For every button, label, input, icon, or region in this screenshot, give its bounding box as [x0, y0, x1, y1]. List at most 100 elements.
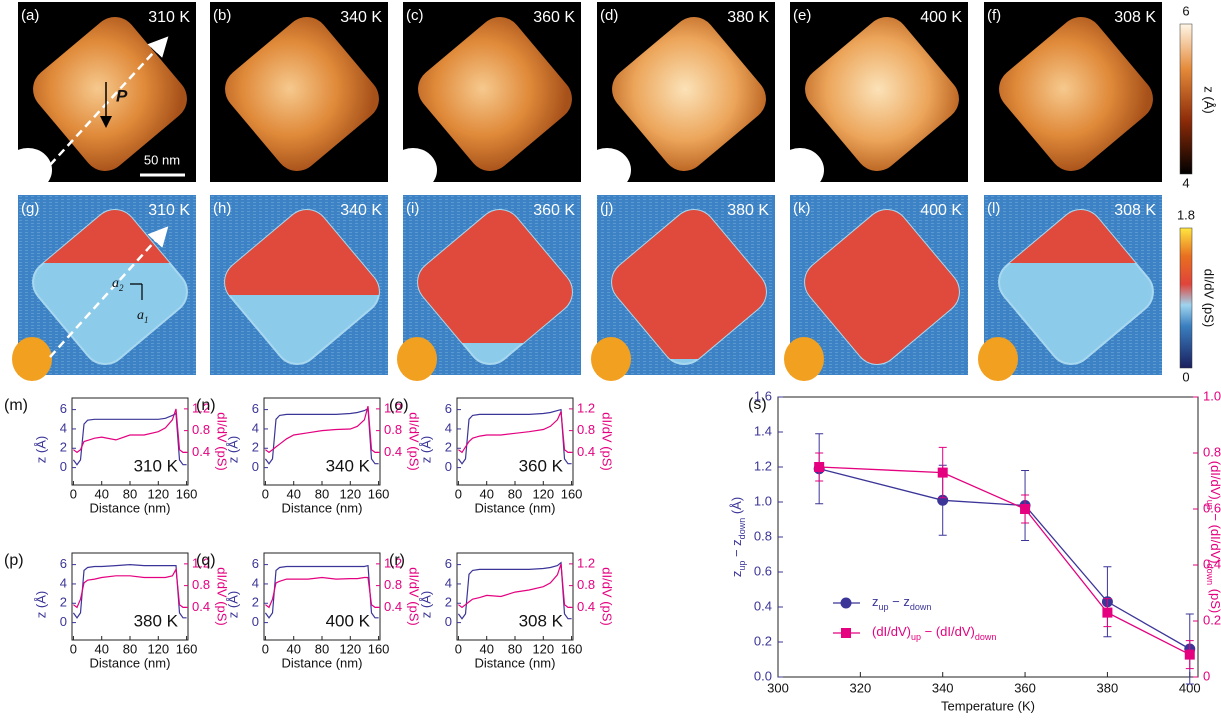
temperature-label: 308 K: [1114, 202, 1156, 219]
x-tick-label: 0: [70, 641, 77, 656]
x-tick-label: 40: [479, 641, 493, 656]
profile-chart: 0 40 80 120 160 0 2 4 6 0.4 0.8 1.2 Distance (nm) z (…: [4, 552, 230, 670]
x-tick-label: 80: [315, 641, 329, 656]
y-tick-label: 6: [445, 556, 452, 571]
temperature-label: 308 K: [1114, 9, 1156, 26]
y2-axis-label: dI/dV (pS): [600, 412, 615, 471]
colorbar-max: 1.8: [1177, 207, 1195, 222]
colorbar-min: 4: [1182, 175, 1189, 190]
y-axis-label: z (Å): [33, 436, 48, 463]
y-tick-label: 1.2: [754, 458, 772, 473]
y-tick-label: 4: [60, 420, 67, 435]
y-tick-label: 6: [252, 556, 259, 571]
y-tick-label: 2: [445, 595, 452, 610]
text-part: − (dI/dV): [921, 624, 975, 639]
summary-chart: 300 320 340 360 380 400 0.0 0.2 0.4 0.6 0.8 1.0 1.2 1…: [729, 388, 1221, 713]
panel-label: (h): [213, 200, 231, 217]
subscript: up: [879, 602, 889, 612]
x-tick-label: 360: [1014, 680, 1036, 695]
panel-label: (f): [987, 7, 1001, 24]
x-tick-label: 40: [94, 486, 108, 501]
stm-image: (f) 308 K: [984, 2, 1162, 182]
panel-label: (j): [600, 200, 613, 217]
island: [418, 17, 572, 171]
temperature-label: 340 K: [340, 202, 382, 219]
temperature-label: 340 K: [326, 456, 371, 475]
panel-label: (a): [21, 7, 39, 24]
stm-image: (h) 340 K: [210, 195, 388, 375]
colorbar-max: 6: [1182, 3, 1189, 18]
x-tick-label: 340: [932, 680, 954, 695]
y2-tick-label: 0: [1203, 668, 1210, 683]
stm-image: (k) 400 K: [784, 195, 968, 381]
subscript: down: [737, 518, 747, 540]
y-axis-label: z (Å): [225, 436, 240, 463]
y-tick-label: 6: [60, 556, 67, 571]
y2-tick-label: 0.2: [1203, 612, 1221, 627]
y2-tick-label: 0.8: [192, 577, 210, 592]
y2-tick-label: 0.8: [577, 422, 595, 437]
y2-tick-label: 1.2: [192, 400, 210, 415]
x-tick-label: 400: [1179, 680, 1201, 695]
a1: a: [137, 308, 144, 323]
panel-label: (d): [600, 7, 618, 24]
stm-image: (j) 380 K: [591, 195, 775, 381]
y2-axis-label: dI/dV (pS): [407, 567, 422, 626]
panel-label: (p): [4, 552, 24, 569]
x-tick-label: 40: [286, 486, 300, 501]
legend-marker: [840, 597, 852, 609]
axes-arrows: [130, 283, 143, 300]
panel-label: (c): [406, 7, 424, 24]
substrate-blob: [4, 148, 52, 192]
x-axis-label: Distance (nm): [475, 500, 556, 515]
temperature-label: 380 K: [727, 202, 769, 219]
a1-label: a1: [137, 308, 149, 325]
stm-image: (e) 400 K: [776, 2, 968, 192]
y2-axis-label: dI/dV (pS): [215, 412, 230, 471]
a2-sub: 2: [119, 283, 124, 293]
stm-image: (g) 310 K: [12, 195, 196, 381]
text-part: (dI/dV): [1208, 461, 1221, 500]
scale-bar-label: 50 nm: [144, 152, 180, 167]
y-axis-label: z (Å): [33, 591, 48, 618]
text-part: − (dI/dV): [1208, 510, 1221, 564]
profile-line: [264, 564, 379, 619]
a1-sub: 1: [144, 315, 149, 325]
annotations: P 50 nm a2 a1: [49, 36, 185, 358]
panel-label: (e): [793, 7, 811, 24]
y-tick-label: 2: [252, 595, 259, 610]
x-tick-label: 120: [147, 641, 169, 656]
y2-tick-label: 1.2: [192, 555, 210, 570]
profile-line: [265, 576, 379, 609]
colorbars: 6 4 z (Å) 1.8 0 dI/dV (pS): [1177, 3, 1217, 384]
profile-line: [49, 226, 169, 358]
profile-chart: 0 40 80 120 160 0 2 4 6 0.4 0.8 1.2 Distance (nm) z (…: [196, 397, 422, 515]
x-axis-label: Distance (nm): [90, 655, 171, 670]
temperature-label: 308 K: [519, 611, 564, 630]
y2-tick-label: 0.4: [577, 599, 595, 614]
marker: [1020, 504, 1031, 514]
temperature-label: 360 K: [533, 9, 575, 26]
y2-tick-label: 1.2: [577, 400, 595, 415]
y2-tick-label: 0.8: [384, 422, 402, 437]
y-tick-label: 6: [60, 401, 67, 416]
x-axis-label: Distance (nm): [475, 655, 556, 670]
x-tick-label: 0: [455, 486, 462, 501]
temperature-label: 310 K: [148, 202, 190, 219]
y-tick-label: 2: [60, 440, 67, 455]
series-line: [819, 468, 1191, 650]
y2-tick-label: 0.4: [192, 444, 210, 459]
panel-label: (g): [21, 200, 39, 217]
x-tick-label: 160: [561, 486, 583, 501]
marker: [937, 467, 948, 478]
x-tick-label: 40: [94, 641, 108, 656]
island: [612, 17, 766, 171]
y2-tick-label: 1.2: [577, 555, 595, 570]
temperature-label: 400 K: [920, 9, 962, 26]
a2: a: [112, 276, 119, 291]
y2-tick-label: 0.8: [577, 577, 595, 592]
profile-line: [49, 36, 169, 166]
x-axis-label: Distance (nm): [90, 500, 171, 515]
y2-axis-label: dI/dV (pS): [600, 567, 615, 626]
temperature-label: 380 K: [727, 9, 769, 26]
